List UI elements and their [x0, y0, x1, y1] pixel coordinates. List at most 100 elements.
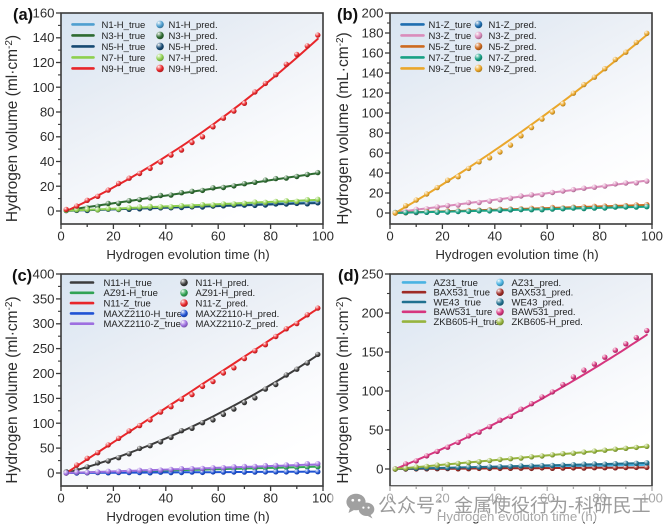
svg-text:WE43_pred.: WE43_pred.: [512, 297, 565, 308]
svg-text:20: 20: [106, 229, 121, 244]
svg-text:120: 120: [361, 86, 383, 101]
svg-text:N11-H_true: N11-H_true: [104, 278, 152, 289]
svg-text:140: 140: [361, 66, 383, 81]
svg-text:MAXZ2110-H_ture: MAXZ2110-H_ture: [104, 309, 183, 320]
svg-text:20: 20: [106, 491, 121, 506]
svg-text:50: 50: [369, 423, 384, 438]
svg-text:Hydrogen evolution time (h): Hydrogen evolution time (h): [106, 247, 269, 262]
svg-text:MAXZ2110-Z_pred.: MAXZ2110-Z_pred.: [196, 319, 279, 330]
svg-text:20: 20: [435, 229, 450, 244]
svg-text:BAW531_pred.: BAW531_pred.: [512, 307, 576, 318]
svg-text:80: 80: [369, 126, 384, 141]
svg-text:60: 60: [369, 146, 384, 161]
svg-text:140: 140: [32, 30, 54, 45]
svg-text:N3-Z_true: N3-Z_true: [429, 31, 472, 42]
svg-text:80: 80: [40, 105, 55, 120]
svg-text:0: 0: [47, 466, 54, 481]
svg-text:N1-Z_ture: N1-Z_ture: [429, 20, 472, 31]
svg-text:N9-H_true: N9-H_true: [102, 64, 146, 75]
svg-text:40: 40: [158, 491, 173, 506]
svg-text:Hydrogen volume (ml·cm-2): Hydrogen volume (ml·cm-2): [4, 35, 21, 222]
svg-text:20: 20: [40, 179, 55, 194]
svg-text:AZ31_true: AZ31_true: [434, 278, 478, 289]
svg-text:60: 60: [211, 229, 226, 244]
svg-text:N11-Z_true: N11-Z_true: [104, 299, 151, 310]
svg-text:100: 100: [32, 416, 54, 431]
svg-text:N11-H_pred.: N11-H_pred.: [196, 278, 250, 289]
svg-text:0: 0: [57, 229, 64, 244]
svg-text:BAX531_true: BAX531_true: [434, 288, 491, 299]
svg-text:40: 40: [369, 166, 384, 181]
svg-text:N1-Z_pred.: N1-Z_pred.: [489, 20, 537, 31]
svg-text:AZ91-H_true: AZ91-H_true: [104, 288, 158, 299]
svg-text:N3-H_true: N3-H_true: [102, 31, 146, 42]
svg-text:0: 0: [386, 229, 393, 244]
svg-text:N7-Z_true: N7-Z_true: [429, 53, 472, 64]
svg-text:AZ91-H_pred.: AZ91-H_pred.: [196, 288, 256, 299]
svg-text:40: 40: [487, 229, 502, 244]
svg-text:100: 100: [361, 106, 383, 121]
svg-text:40: 40: [40, 154, 55, 169]
svg-text:N3-Z_pred.: N3-Z_pred.: [489, 31, 537, 42]
svg-text:AZ31_pred.: AZ31_pred.: [512, 278, 562, 289]
svg-text:MAXZ2110-H_pred.: MAXZ2110-H_pred.: [196, 309, 280, 320]
svg-text:250: 250: [361, 267, 383, 282]
svg-text:Hydrogen evolution time (h): Hydrogen evolution time (h): [106, 509, 269, 524]
svg-text:180: 180: [361, 26, 383, 41]
svg-text:N5-Z_ture: N5-Z_ture: [429, 42, 472, 53]
svg-text:N1-H_true: N1-H_true: [102, 20, 146, 31]
svg-text:(c): (c): [12, 267, 32, 285]
svg-text:100: 100: [361, 384, 383, 399]
svg-text:80: 80: [263, 491, 278, 506]
svg-text:N5-H_pred.: N5-H_pred.: [169, 42, 218, 53]
svg-text:Hydrogen volume (ml·cm-2): Hydrogen volume (ml·cm-2): [335, 296, 352, 483]
svg-text:150: 150: [361, 345, 383, 360]
svg-text:40: 40: [158, 229, 173, 244]
svg-text:100: 100: [641, 229, 663, 244]
svg-text:N9-H_pred.: N9-H_pred.: [169, 64, 218, 75]
svg-text:N7-Z_pred.: N7-Z_pred.: [489, 53, 537, 64]
svg-text:60: 60: [211, 491, 226, 506]
svg-text:N11-Z_pred.: N11-Z_pred.: [196, 299, 249, 310]
svg-text:(a): (a): [13, 6, 33, 24]
svg-text:N3-H_pred.: N3-H_pred.: [169, 31, 218, 42]
svg-text:N1-H_pred.: N1-H_pred.: [169, 20, 218, 31]
svg-text:N7-H_pred.: N7-H_pred.: [169, 53, 218, 64]
svg-text:80: 80: [263, 229, 278, 244]
svg-text:300: 300: [32, 316, 54, 331]
svg-text:100: 100: [312, 491, 334, 506]
svg-text:60: 60: [540, 229, 555, 244]
svg-text:0: 0: [376, 206, 383, 221]
svg-text:60: 60: [40, 129, 55, 144]
svg-text:WE43_true: WE43_true: [434, 297, 482, 308]
svg-text:0: 0: [47, 204, 54, 219]
svg-text:Hydrogen volume (ml·cm-2): Hydrogen volume (ml·cm-2): [4, 296, 21, 483]
svg-text:160: 160: [361, 46, 383, 61]
svg-text:Hydrogen evolution time (h): Hydrogen evolution time (h): [435, 247, 598, 262]
svg-text:ZKB605-H_true: ZKB605-H_true: [434, 317, 500, 328]
svg-text:200: 200: [361, 306, 383, 321]
svg-text:80: 80: [592, 229, 607, 244]
svg-text:Hydrogen volume (mL·cm-2): Hydrogen volume (mL·cm-2): [335, 32, 352, 224]
svg-text:150: 150: [32, 391, 54, 406]
svg-text:200: 200: [32, 366, 54, 381]
svg-text:100: 100: [312, 229, 334, 244]
svg-text:160: 160: [32, 6, 54, 21]
svg-text:N5-H_true: N5-H_true: [102, 42, 146, 53]
svg-text:BAX531_pred.: BAX531_pred.: [512, 288, 574, 299]
svg-text:0: 0: [57, 491, 64, 506]
svg-text:N9-Z_true: N9-Z_true: [429, 64, 472, 75]
svg-text:(d): (d): [338, 267, 359, 285]
svg-text:200: 200: [361, 6, 383, 21]
svg-text:250: 250: [32, 341, 54, 356]
svg-text:100: 100: [32, 80, 54, 95]
svg-text:BAW531_ture: BAW531_ture: [434, 307, 493, 318]
svg-text:50: 50: [40, 441, 55, 456]
svg-text:350: 350: [32, 291, 54, 306]
svg-text:MAXZ2110-Z_true: MAXZ2110-Z_true: [104, 319, 181, 330]
svg-text:(b): (b): [337, 6, 358, 24]
svg-text:N7-H_ture: N7-H_ture: [102, 53, 146, 64]
svg-text:120: 120: [32, 55, 54, 70]
svg-text:400: 400: [32, 267, 54, 282]
svg-text:N9-Z_pred.: N9-Z_pred.: [489, 64, 537, 75]
